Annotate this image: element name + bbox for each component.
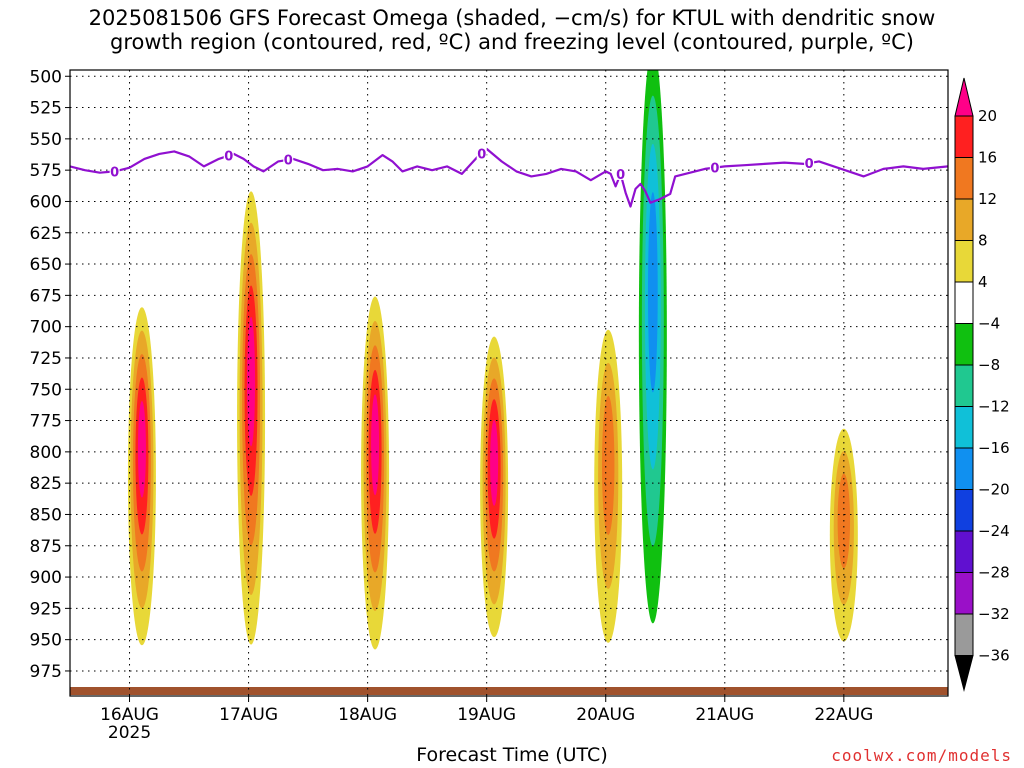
y-tick-label: 825 [30, 474, 62, 494]
y-axis: 500 525 550 575 600 625 650 675 700 725 750 775 800 8… [30, 67, 70, 682]
y-tick-label: 625 [30, 224, 62, 244]
colorbar-swatch [954, 572, 974, 615]
y-tick-label: 850 [30, 505, 62, 525]
colorbar-top-arrow [954, 77, 974, 117]
y-tick-label: 650 [30, 255, 62, 275]
colorbar-label: −24 [978, 522, 1010, 540]
y-tick-label: 675 [30, 286, 62, 306]
colorbar: 20 16 12 8 4 −4 −8 −12 −16 −20 −24 −28 −32 −36 [954, 77, 1010, 692]
colorbar-label: −20 [978, 481, 1010, 499]
colorbar-swatch [954, 406, 974, 449]
y-tick-label: 775 [30, 412, 62, 432]
x-axis-title: Forecast Time (UTC) [416, 744, 608, 766]
colorbar-swatch [954, 157, 974, 200]
x-year-label: 2025 [108, 723, 151, 743]
colorbar-label: −16 [978, 439, 1010, 457]
ground-surface [70, 687, 948, 695]
y-tick-label: 900 [30, 568, 62, 588]
freezing-level-contour: 0 0 0 0 0 0 0 [70, 146, 948, 208]
x-tick-label: 20AUG [576, 705, 635, 725]
omega-region-1-level-20 [247, 316, 256, 447]
y-tick-label: 875 [30, 537, 62, 557]
colorbar-label: −4 [978, 315, 1000, 333]
freezing-level-label: 0 [110, 165, 119, 180]
title-line-1: 2025081506 GFS Forecast Omega (shaded, −… [88, 6, 936, 30]
colorbar-swatch [954, 530, 974, 573]
grid-lines [70, 70, 948, 696]
y-tick-label: 975 [30, 662, 62, 682]
y-tick-label: 750 [30, 380, 62, 400]
colorbar-label: 12 [978, 190, 997, 208]
x-tick-label: 16AUG [100, 705, 159, 725]
freezing-label-bg [615, 166, 626, 180]
colorbar-bottom-arrow [954, 655, 974, 692]
y-tick-label: 700 [30, 318, 62, 338]
freezing-label-bg [109, 164, 120, 178]
omega-shading [127, 70, 858, 650]
x-tick-label: 19AUG [457, 705, 516, 725]
x-tick-label: 22AUG [814, 705, 873, 725]
freezing-level-line [70, 147, 948, 208]
y-tick-label: 500 [30, 67, 62, 87]
y-tick-label: 550 [30, 130, 62, 150]
omega-region-4-level-12 [601, 395, 615, 535]
colorbar-label: 8 [978, 232, 988, 250]
plot-frame [69, 69, 949, 697]
freezing-label-bg [804, 156, 815, 170]
colorbar-swatch [954, 447, 974, 490]
colorbar-label: 16 [978, 149, 997, 167]
y-tick-label: 950 [30, 631, 62, 651]
freezing-label-bg [223, 148, 234, 162]
title-line-2: growth region (contoured, red, ºC) and f… [110, 30, 914, 54]
x-axis: 16AUG 17AUG 18AUG 19AUG 20AUG 21AUG 22AUG 2025 [100, 696, 873, 743]
y-tick-label: 600 [30, 192, 62, 212]
colorbar-label: 4 [978, 273, 988, 291]
x-tick-label: 17AUG [219, 705, 278, 725]
y-tick-label: 525 [30, 99, 62, 119]
colorbar-swatch [954, 240, 974, 283]
freezing-level-label: 0 [710, 162, 719, 177]
omega-region-3-level-20 [490, 419, 499, 506]
colorbar-swatch [954, 115, 974, 158]
colorbar-label: −32 [978, 605, 1010, 623]
chart-title: 2025081506 GFS Forecast Omega (shaded, −… [0, 6, 1024, 54]
y-tick-label: 925 [30, 599, 62, 619]
freezing-label-bg [709, 160, 720, 174]
y-tick-label: 725 [30, 349, 62, 369]
freezing-level-label: 0 [616, 168, 625, 183]
colorbar-swatch [954, 198, 974, 241]
colorbar-label: −36 [978, 647, 1010, 665]
freezing-level-label: 0 [477, 147, 486, 162]
x-tick-label: 18AUG [338, 705, 397, 725]
freezing-label-bg [283, 152, 294, 166]
freezing-level-label: 0 [805, 157, 814, 172]
y-tick-label: 575 [30, 161, 62, 181]
colorbar-label: −28 [978, 564, 1010, 582]
freezing-level-label: 0 [284, 154, 293, 169]
y-tick-label: 800 [30, 443, 62, 463]
colorbar-swatch [954, 489, 974, 532]
colorbar-label: −8 [978, 356, 1000, 374]
colorbar-label: −12 [978, 398, 1010, 416]
colorbar-label: 20 [978, 107, 997, 125]
x-tick-label: 21AUG [695, 705, 754, 725]
omega-region-2-level-20 [371, 394, 380, 496]
omega-region-5-level--16 [647, 192, 658, 393]
omega-region-0-level-20 [137, 400, 146, 498]
colorbar-swatch [954, 613, 974, 656]
credit-link[interactable]: coolwx.com/models [831, 746, 1012, 765]
freezing-label-bg [476, 146, 487, 160]
colorbar-swatch [954, 364, 974, 407]
freezing-level-label: 0 [224, 150, 233, 165]
colorbar-swatch [954, 323, 974, 366]
colorbar-swatch [954, 281, 974, 324]
